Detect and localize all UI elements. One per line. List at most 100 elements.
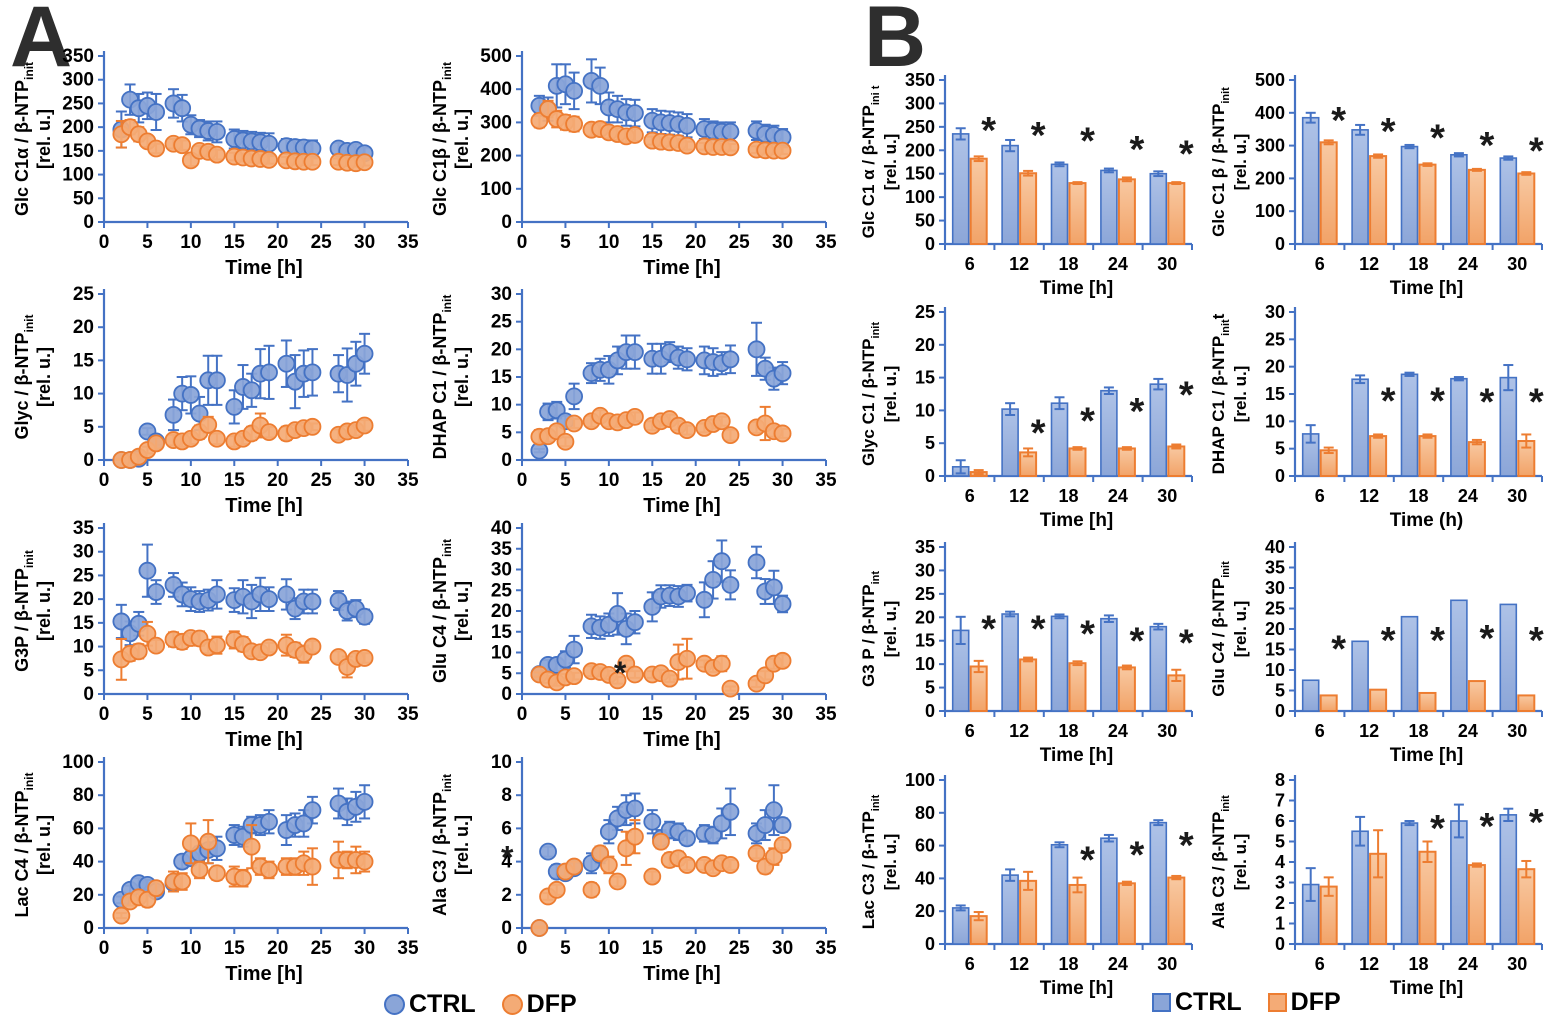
- svg-text:3: 3: [1275, 873, 1285, 893]
- svg-text:[rel. u.]: [rel. u.]: [1231, 366, 1250, 423]
- svg-text:*: *: [1179, 623, 1194, 665]
- svg-text:5: 5: [560, 938, 571, 959]
- svg-text:*: *: [1031, 115, 1046, 157]
- svg-text:25: 25: [491, 312, 513, 333]
- svg-text:7: 7: [1275, 791, 1285, 811]
- svg-text:5: 5: [925, 678, 935, 698]
- svg-text:35: 35: [73, 518, 95, 539]
- svg-text:[rel. u.]: [rel. u.]: [452, 109, 472, 169]
- svg-text:12: 12: [1359, 721, 1379, 741]
- legend-dfp-label: DFP: [1290, 988, 1341, 1016]
- svg-text:50: 50: [915, 211, 935, 231]
- svg-text:10: 10: [180, 938, 201, 959]
- svg-text:Ala C3 / β-NTPinit: Ala C3 / β-NTPinit: [430, 774, 454, 916]
- svg-text:[rel. u.]: [rel. u.]: [34, 347, 54, 407]
- svg-text:20: 20: [73, 317, 94, 338]
- svg-text:*: *: [1480, 618, 1495, 660]
- svg-text:30: 30: [1157, 954, 1177, 974]
- svg-text:2: 2: [1275, 893, 1285, 913]
- svg-text:150: 150: [905, 164, 935, 184]
- svg-text:40: 40: [491, 518, 512, 539]
- svg-text:25: 25: [1265, 599, 1285, 619]
- svg-text:30: 30: [772, 232, 793, 253]
- svg-text:*: *: [1031, 413, 1046, 455]
- svg-text:25: 25: [491, 580, 513, 601]
- svg-text:35: 35: [1265, 558, 1285, 578]
- svg-text:DHAP C1 / β-NTPinitt: DHAP C1 / β-NTPinitt: [1209, 313, 1232, 474]
- svg-text:15: 15: [73, 613, 95, 634]
- panel-a-legend: CTRL DFP: [384, 990, 577, 1019]
- svg-text:500: 500: [1255, 70, 1285, 90]
- svg-text:0: 0: [517, 938, 528, 959]
- svg-text:30: 30: [1265, 302, 1285, 322]
- svg-text:*: *: [1430, 808, 1445, 850]
- svg-text:5: 5: [142, 704, 153, 725]
- svg-text:8: 8: [501, 785, 512, 806]
- chart-ala-c3-scatter: 0 5 10 15 20 25 30 35 0 2 4 6 8 10 Ala C3 / β-NTPinit[…: [420, 750, 840, 990]
- svg-text:12: 12: [1009, 721, 1029, 741]
- svg-text:*: *: [1480, 125, 1495, 167]
- svg-text:18: 18: [1408, 721, 1428, 741]
- svg-text:35: 35: [491, 539, 513, 560]
- svg-text:0: 0: [925, 466, 935, 486]
- svg-text:[rel. u.]: [rel. u.]: [881, 134, 900, 191]
- svg-text:150: 150: [62, 141, 94, 162]
- svg-text:0: 0: [1275, 701, 1285, 721]
- svg-text:300: 300: [905, 93, 935, 113]
- svg-text:15: 15: [915, 631, 935, 651]
- panel-a-label: A: [10, 0, 74, 85]
- svg-text:30: 30: [73, 542, 94, 563]
- svg-text:Time [h]: Time [h]: [1390, 278, 1464, 299]
- svg-text:25: 25: [729, 704, 751, 725]
- svg-text:Glyc C1 / β-NTPinit: Glyc C1 / β-NTPinit: [859, 322, 882, 466]
- chart-glc-c1a-scatter: 0 5 10 15 20 25 30 35 0 50 100 150 200 250 300 350 Glc C…: [2, 44, 422, 284]
- legend-ctrl: CTRL: [1152, 988, 1242, 1017]
- svg-text:10: 10: [73, 637, 94, 658]
- svg-text:20: 20: [1265, 619, 1285, 639]
- svg-text:10: 10: [73, 384, 94, 405]
- svg-text:*: *: [981, 609, 996, 651]
- svg-text:10: 10: [180, 470, 201, 491]
- svg-text:5: 5: [925, 433, 935, 453]
- svg-text:5: 5: [560, 232, 571, 253]
- svg-text:25: 25: [729, 938, 751, 959]
- svg-text:0: 0: [99, 938, 110, 959]
- svg-text:5: 5: [501, 663, 512, 684]
- svg-text:35: 35: [815, 232, 837, 253]
- svg-text:*: *: [501, 839, 514, 875]
- svg-text:*: *: [1529, 620, 1544, 662]
- svg-text:[rel. u.]: [rel. u.]: [452, 581, 472, 641]
- svg-text:0: 0: [501, 450, 512, 471]
- ctrl-square-marker-icon: [1152, 993, 1171, 1012]
- svg-text:*: *: [1381, 111, 1396, 153]
- svg-text:Lac C3 / β-nTPinit: Lac C3 / β-nTPinit: [859, 794, 882, 929]
- svg-text:0: 0: [83, 212, 94, 233]
- chart-ala-c3-bars: 6 12 18 24 30 0 1 2 3 4 5 6 7 8 Ala C3 / β-NTPinit [rel…: [1198, 770, 1548, 1002]
- svg-text:24: 24: [1458, 486, 1478, 506]
- svg-text:12: 12: [1009, 954, 1029, 974]
- svg-text:15: 15: [73, 350, 95, 371]
- svg-text:0: 0: [501, 212, 512, 233]
- svg-text:G3P / β-NTPinit: G3P / β-NTPinit: [12, 550, 36, 672]
- svg-text:300: 300: [480, 112, 512, 133]
- svg-text:6: 6: [965, 486, 975, 506]
- svg-text:20: 20: [267, 704, 288, 725]
- legend-dfp: DFP: [1267, 988, 1341, 1017]
- svg-text:18: 18: [1408, 254, 1428, 274]
- svg-text:Time (h): Time (h): [1390, 510, 1464, 531]
- svg-text:Glu C4 / β-NTPinit: Glu C4 / β-NTPinit: [1209, 561, 1232, 697]
- svg-text:20: 20: [915, 335, 935, 355]
- svg-text:Time [h]: Time [h]: [643, 729, 720, 751]
- svg-text:0: 0: [1275, 234, 1285, 254]
- svg-text:10: 10: [915, 654, 935, 674]
- svg-text:24: 24: [1458, 954, 1478, 974]
- svg-text:[rel. u.]: [rel. u.]: [881, 366, 900, 423]
- svg-text:5: 5: [142, 470, 153, 491]
- svg-text:24: 24: [1458, 721, 1478, 741]
- svg-text:20: 20: [267, 938, 288, 959]
- svg-text:10: 10: [598, 704, 619, 725]
- svg-text:20: 20: [685, 232, 706, 253]
- svg-text:10: 10: [180, 704, 201, 725]
- svg-text:15: 15: [224, 938, 246, 959]
- svg-text:35: 35: [815, 470, 837, 491]
